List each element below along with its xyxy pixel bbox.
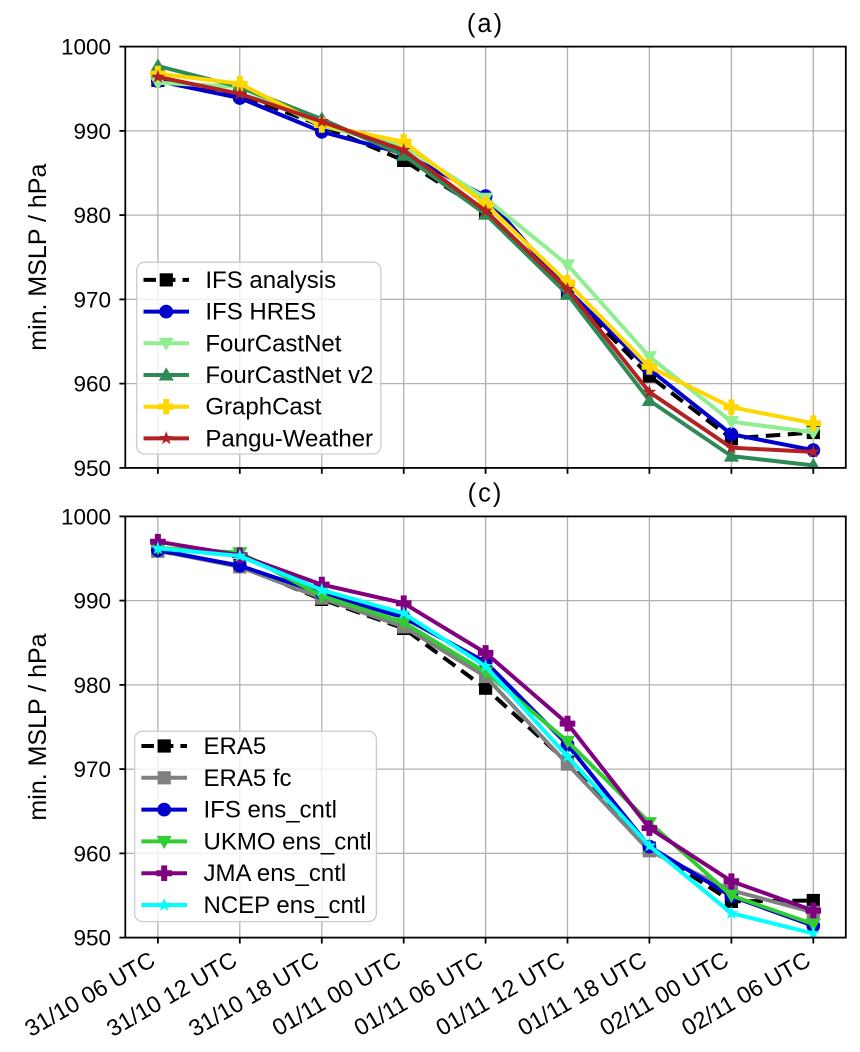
svg-text:970: 970 [73,287,111,312]
svg-text:UKMO ens_cntl: UKMO ens_cntl [204,828,372,855]
svg-text:950: 950 [73,456,111,481]
svg-text:FourCastNet v2: FourCastNet v2 [205,362,373,389]
svg-text:(a): (a) [467,10,504,38]
svg-text:1000: 1000 [61,35,111,60]
svg-text:960: 960 [73,372,111,397]
svg-text:IFS analysis: IFS analysis [205,267,336,294]
svg-text:Pangu-Weather: Pangu-Weather [205,425,373,452]
svg-text:1000: 1000 [61,504,111,529]
svg-text:960: 960 [73,841,111,866]
svg-text:990: 990 [73,589,111,614]
svg-text:ERA5: ERA5 [204,733,267,760]
svg-text:IFS ens_cntl: IFS ens_cntl [204,797,337,824]
svg-text:IFS HRES: IFS HRES [205,299,316,326]
svg-text:980: 980 [73,203,111,228]
svg-text:980: 980 [73,673,111,698]
svg-text:950: 950 [73,926,111,951]
svg-text:min. MSLP / hPa: min. MSLP / hPa [24,164,52,351]
svg-text:NCEP ens_cntl: NCEP ens_cntl [204,892,366,919]
svg-text:990: 990 [73,119,111,144]
svg-text:ERA5 fc: ERA5 fc [204,765,292,792]
svg-text:970: 970 [73,757,111,782]
svg-text:JMA ens_cntl: JMA ens_cntl [204,860,347,887]
svg-text:GraphCast: GraphCast [205,394,321,421]
svg-text:min. MSLP / hPa: min. MSLP / hPa [24,633,52,820]
svg-text:(c): (c) [468,480,504,508]
svg-text:FourCastNet: FourCastNet [205,330,341,357]
